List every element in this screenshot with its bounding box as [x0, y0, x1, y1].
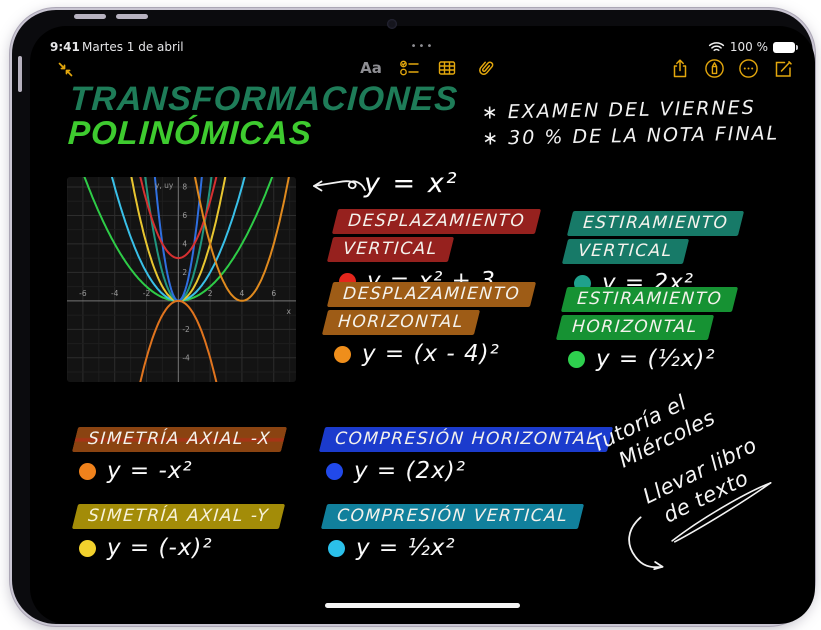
- svg-text:6: 6: [182, 211, 187, 220]
- volume-down-button[interactable]: [116, 14, 148, 19]
- section-compresion-vertical: COMPRESIÓN VERTICAL y = ½x²: [320, 504, 585, 561]
- svg-text:4: 4: [240, 289, 245, 298]
- bullet-dot: [326, 462, 343, 480]
- equation: y = (½x)²: [596, 346, 716, 372]
- multitasking-dots[interactable]: •••: [410, 41, 435, 52]
- highlight-title: COMPRESIÓN VERTICAL: [320, 504, 585, 529]
- exam-note-line2: ∗ 30 % DE LA NOTA FINAL: [482, 122, 780, 150]
- side-button[interactable]: [18, 56, 22, 92]
- bullet-dot: [568, 350, 585, 368]
- bullet-dot: [334, 345, 351, 363]
- equation: y = -x²: [107, 458, 193, 484]
- section-estiramiento-horizontal: ESTIRAMIENTO HORIZONTAL y = (½x)²: [555, 287, 739, 372]
- section-desplazamiento-horizontal: DESPLAZAMIENTO HORIZONTAL y = (x - 4)²: [321, 282, 537, 367]
- svg-text:-6: -6: [79, 289, 87, 298]
- highlight-title: HORIZONTAL: [321, 310, 480, 335]
- battery-icon: [773, 41, 798, 53]
- table-button[interactable]: [436, 57, 458, 79]
- highlight-title: ESTIRAMIENTO: [560, 287, 739, 312]
- status-bar: 9:41 Martes 1 de abril ••• 100 %: [30, 40, 815, 54]
- svg-text:-4: -4: [182, 353, 190, 362]
- markup-icon[interactable]: [703, 57, 725, 79]
- svg-text:-4: -4: [111, 289, 119, 298]
- share-icon[interactable]: [669, 57, 691, 79]
- equation: y = (2x)²: [354, 458, 466, 484]
- highlight-title: COMPRESIÓN HORIZONTAL: [318, 427, 614, 452]
- ipad-device: 9:41 Martes 1 de abril ••• 100 %: [10, 8, 815, 626]
- checklist-button[interactable]: [398, 57, 420, 79]
- highlight-title: DESPLAZAMIENTO: [326, 282, 537, 307]
- volume-up-button[interactable]: [74, 14, 106, 19]
- parabola-graph-attachment[interactable]: 8 6 4 2 -2 -4 -6 -4 -2 2 4 6 y, uy x: [67, 177, 296, 382]
- svg-text:2: 2: [182, 268, 187, 277]
- wifi-icon: [708, 42, 725, 52]
- status-time: 9:41: [50, 40, 80, 54]
- note-title-line1: TRANSFORMACIONES: [68, 80, 459, 118]
- svg-text:-2: -2: [143, 289, 151, 298]
- battery-percent: 100 %: [729, 40, 768, 54]
- equation: y = ½x²: [356, 535, 456, 561]
- svg-text:4: 4: [182, 239, 187, 248]
- annotation-arrow-icon: [307, 174, 371, 204]
- notes-toolbar-center: Aa: [360, 57, 496, 79]
- equation: y = (-x)²: [107, 535, 213, 561]
- status-date: Martes 1 de abril: [82, 40, 184, 54]
- highlight-title: VERTICAL: [326, 237, 454, 262]
- section-estiramiento-vertical: ESTIRAMIENTO VERTICAL y = 2x²: [561, 211, 745, 296]
- svg-text:x: x: [287, 307, 292, 316]
- curved-arrow-icon: [628, 516, 664, 571]
- highlight-title: HORIZONTAL: [555, 315, 714, 340]
- highlight-title: DESPLAZAMIENTO: [331, 209, 542, 234]
- note-title: TRANSFORMACIONES POLINÓMICAS: [67, 80, 459, 151]
- side-note: Tutoría el Miércoles Llevar libro de tex…: [571, 350, 815, 624]
- section-compresion-horizontal: COMPRESIÓN HORIZONTAL y = (2x)²: [318, 427, 614, 484]
- highlight-title: ESTIRAMIENTO: [566, 211, 745, 236]
- bullet-dot: [328, 539, 345, 557]
- svg-text:-2: -2: [182, 325, 190, 334]
- annotation-equation: y = x²: [364, 168, 459, 199]
- highlight-title: SIMETRÍA AXIAL -X: [71, 427, 288, 452]
- section-simetria-axial-y: SIMETRÍA AXIAL -Y y = (-x)²: [71, 504, 286, 561]
- bullet-dot: [79, 462, 96, 480]
- svg-text:y, uy: y, uy: [155, 181, 174, 190]
- bullet-dot: [79, 539, 96, 557]
- compose-icon[interactable]: [771, 57, 793, 79]
- svg-text:2: 2: [208, 289, 213, 298]
- underline-swoosh: [671, 482, 772, 543]
- section-simetria-axial-x: SIMETRÍA AXIAL -X y = -x²: [71, 427, 288, 484]
- notes-app-screen: 9:41 Martes 1 de abril ••• 100 %: [30, 26, 815, 624]
- exam-notes: ∗ EXAMEN DEL VIERNES ∗ 30 % DE LA NOTA F…: [482, 95, 780, 151]
- svg-text:8: 8: [182, 182, 187, 191]
- highlight-title: VERTICAL: [561, 239, 689, 264]
- front-camera: [387, 19, 397, 29]
- text-format-button[interactable]: Aa: [360, 59, 382, 77]
- collapse-handwriting-icon[interactable]: [54, 58, 76, 80]
- more-icon[interactable]: [737, 57, 759, 79]
- equation: y = (x - 4)²: [362, 341, 500, 367]
- note-title-line2: POLINÓMICAS: [67, 114, 313, 151]
- svg-text:6: 6: [271, 289, 276, 298]
- highlight-title: SIMETRÍA AXIAL -Y: [71, 504, 286, 529]
- notes-toolbar-right: [669, 57, 793, 79]
- paperclip-icon[interactable]: [474, 57, 496, 79]
- home-indicator[interactable]: [325, 603, 520, 608]
